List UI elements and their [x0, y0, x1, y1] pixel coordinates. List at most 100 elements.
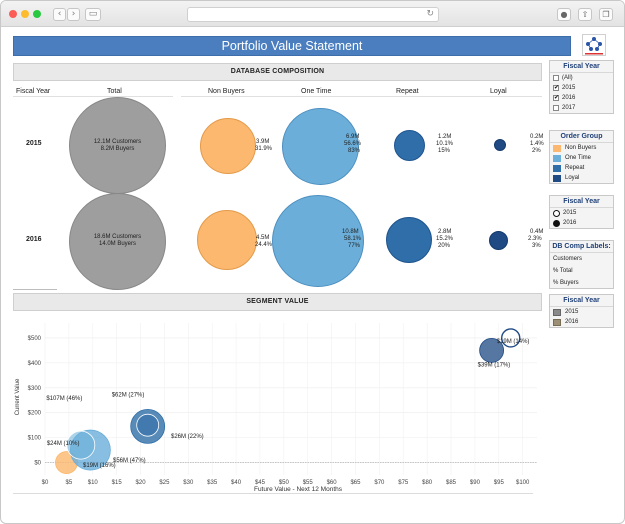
loyal-buyers-pct-2016: 3%: [532, 243, 541, 249]
scatter-label: $19M (16%): [83, 463, 116, 469]
legend-label: % Total: [553, 268, 573, 274]
back-button[interactable]: ‹: [53, 8, 66, 21]
minimize-window-button[interactable]: [21, 10, 29, 18]
one-time-count-2016: 10.8M: [342, 229, 359, 235]
forward-button[interactable]: ›: [67, 8, 80, 21]
info-icon[interactable]: ●: [557, 8, 571, 21]
col-total: Total: [107, 88, 122, 95]
scatter-label: $26M (22%): [171, 434, 204, 440]
non-buyers-pct-2015: 31.9%: [255, 146, 273, 152]
x-tick-label: $15: [112, 480, 123, 486]
repeat-circle-2016: [386, 217, 432, 263]
one-time-buyers-pct-2016: 77%: [348, 243, 361, 249]
filter-option-2016[interactable]: ✔ 2016: [550, 93, 613, 103]
checkbox[interactable]: [553, 75, 559, 81]
bubbles: [55, 328, 521, 474]
repeat-circle-2015: [394, 130, 425, 161]
legend-item-2015[interactable]: 2015: [550, 208, 613, 218]
bubble-labels: $24M (10%) $107M (46%) $62M (27%) $39M (17%…: [46, 339, 529, 447]
x-tick-label: $100: [516, 480, 530, 486]
loyal-circle-2015: [494, 139, 506, 151]
reload-icon[interactable]: ↻: [426, 9, 434, 19]
one-time-circle-2015: [282, 108, 359, 185]
bubble-mark[interactable]: [66, 430, 96, 460]
total-buyers-2016: 14.0M Buyers: [98, 241, 137, 247]
legend-item-non-buyers[interactable]: Non Buyers: [550, 143, 613, 153]
x-tick-label: $55: [303, 480, 314, 486]
x-tick-label: $0: [42, 480, 49, 486]
tabs-icon[interactable]: ❐: [599, 8, 613, 21]
legend-item: % Total: [550, 265, 613, 277]
legend-label: 2016: [563, 220, 577, 226]
fiscal-year-filter: Fiscal Year (All) ✔ 2015 ✔ 2016 2017: [549, 60, 614, 114]
x-tick-label: $65: [350, 480, 361, 486]
legend-item-2016[interactable]: 2016: [550, 317, 613, 327]
legend-label: % Buyers: [553, 280, 579, 286]
x-tick-label: $25: [159, 480, 170, 486]
y-tick-label: $0: [34, 461, 41, 467]
filter-option-label: 2016: [562, 95, 576, 101]
non-buyers-circle-2015: [200, 118, 256, 174]
filter-option-all[interactable]: (All): [550, 73, 613, 83]
bubble-mark[interactable]: [501, 328, 521, 348]
filter-option-2017[interactable]: 2017: [550, 103, 613, 113]
filter-option-2015[interactable]: ✔ 2015: [550, 83, 613, 93]
legend-label: Customers: [553, 256, 583, 262]
checkbox[interactable]: ✔: [553, 85, 560, 91]
col-repeat: Repeat: [396, 88, 419, 95]
address-bar[interactable]: ↻: [187, 7, 439, 22]
repeat-count-2015: 1.2M: [438, 134, 452, 140]
legend-title: DB Comp Labels:: [550, 241, 613, 253]
divider: [13, 493, 533, 494]
repeat-count-2016: 2.8M: [438, 229, 452, 235]
one-time-pct-2016: 58.1%: [344, 236, 362, 242]
x-tick-label: $95: [494, 480, 505, 486]
filter-option-label: 2017: [562, 105, 576, 111]
legend-item-2015[interactable]: 2015: [550, 307, 613, 317]
share-icon[interactable]: ⇧: [578, 8, 592, 21]
loyal-pct-2016: 2.3%: [528, 236, 542, 242]
db-comp-labels-legend: DB Comp Labels: Customers % Total % Buye…: [549, 240, 614, 289]
bubble-mark[interactable]: [479, 338, 505, 363]
x-tick-label: $5: [66, 480, 73, 486]
repeat-buyers-pct-2015: 15%: [438, 148, 451, 154]
bubble-mark[interactable]: [136, 413, 160, 437]
legend-label: Repeat: [565, 165, 585, 171]
y-axis-label: Current Value: [15, 378, 21, 415]
legend-item-repeat[interactable]: Repeat: [550, 163, 613, 173]
order-group-legend: Order Group Non Buyers One Time Repeat L…: [549, 130, 614, 184]
checkbox[interactable]: ✔: [553, 95, 560, 101]
repeat-pct-2016: 15.2%: [436, 236, 454, 242]
non-buyers-count-2016: 4.5M: [256, 235, 270, 241]
one-time-buyers-pct-2015: 83%: [348, 148, 361, 154]
checkbox[interactable]: [553, 105, 559, 111]
legend-item-one-time[interactable]: One Time: [550, 153, 613, 163]
repeat-buyers-pct-2016: 20%: [438, 243, 451, 249]
total-buyers-2015: 8.2M Buyers: [100, 146, 135, 152]
color-swatch: [553, 144, 561, 152]
x-tick-label: $35: [207, 480, 218, 486]
y-axis-ticks: $0 $100 $200 $300 $400 $500: [28, 336, 42, 467]
legend-label: 2015: [565, 309, 579, 315]
color-swatch: [553, 318, 561, 326]
zoom-window-button[interactable]: [33, 10, 41, 18]
divider: [13, 96, 173, 97]
total-customers-2016: 18.6M Customers: [93, 234, 142, 240]
col-fiscal-year: Fiscal Year: [16, 88, 51, 95]
sidebar-icon[interactable]: ▭: [85, 8, 101, 21]
non-buyers-count-2015: 3.9M: [256, 139, 270, 145]
y-tick-label: $400: [28, 361, 42, 367]
loyal-pct-2015: 1.4%: [530, 141, 544, 147]
x-tick-label: $10: [88, 480, 99, 486]
y-tick-label: $200: [28, 411, 42, 417]
legend-label: Loyal: [565, 175, 580, 181]
close-window-button[interactable]: [9, 10, 17, 18]
bubble-label: $39M (17%): [478, 362, 511, 368]
filter-title: Fiscal Year: [550, 61, 613, 73]
y-tick-label: $300: [28, 386, 42, 392]
legend-item-2016[interactable]: 2016: [550, 218, 613, 228]
legend-item: % Buyers: [550, 277, 613, 289]
x-tick-label: $90: [470, 480, 481, 486]
loyal-count-2016: 0.4M: [530, 229, 544, 235]
legend-item-loyal[interactable]: Loyal: [550, 173, 613, 183]
